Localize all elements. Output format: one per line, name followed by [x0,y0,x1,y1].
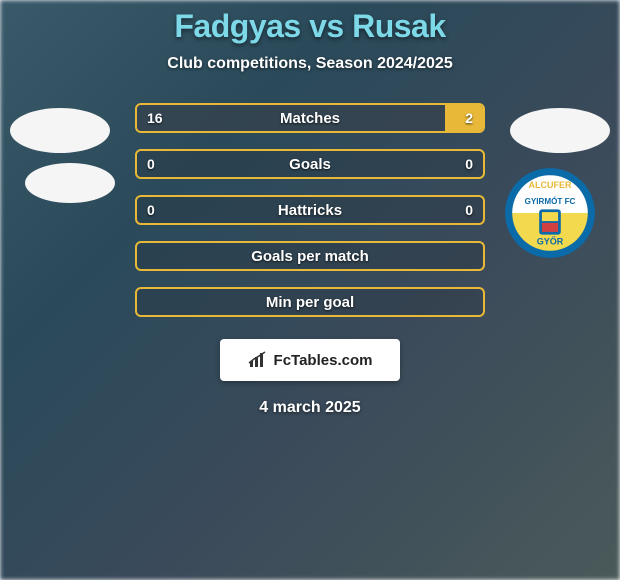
player-avatar-left-secondary [25,163,115,203]
stat-value-right: 0 [465,156,473,172]
player-avatar-left [10,108,110,153]
badge-bottom-text: GYŐR [537,236,564,247]
stat-label: Matches [280,110,340,127]
fctables-logo-text: FcTables.com [274,352,373,369]
badge-top-text: ALCUFER [529,180,572,190]
stat-label: Hattricks [278,202,342,219]
stat-value-left: 0 [147,202,155,218]
stat-value-left: 16 [147,110,163,126]
bar-chart-icon [248,351,270,369]
stat-label: Goals per match [251,248,369,265]
stats-rows: 16 Matches 2 0 Goals 0 0 Hattricks 0 Goals per ma… [135,103,485,333]
stat-fill-right [445,105,483,131]
badge-mid-text: GYIRMÓT FC [525,197,576,206]
stats-area: ALCUFER GYIRMÓT FC GYŐR 16 Matches 2 0 Goals… [0,103,620,417]
date-label: 4 march 2025 [259,399,360,417]
stat-row: 16 Matches 2 [135,103,485,133]
stat-row: 0 Hattricks 0 [135,195,485,225]
stat-value-right: 0 [465,202,473,218]
stat-label: Goals [289,156,331,173]
fctables-logo[interactable]: FcTables.com [220,339,400,381]
stat-row: Goals per match [135,241,485,271]
page-subtitle: Club competitions, Season 2024/2025 [167,55,452,73]
player-avatar-right [510,108,610,153]
stat-value-right: 2 [465,110,473,126]
stat-label: Min per goal [266,294,354,311]
page-title: Fadgyas vs Rusak [174,8,445,45]
club-badge-right: ALCUFER GYIRMÓT FC GYŐR [505,168,595,258]
stat-row: 0 Goals 0 [135,149,485,179]
stat-row: Min per goal [135,287,485,317]
main-container: Fadgyas vs Rusak Club competitions, Seas… [0,0,620,580]
stat-value-left: 0 [147,156,155,172]
